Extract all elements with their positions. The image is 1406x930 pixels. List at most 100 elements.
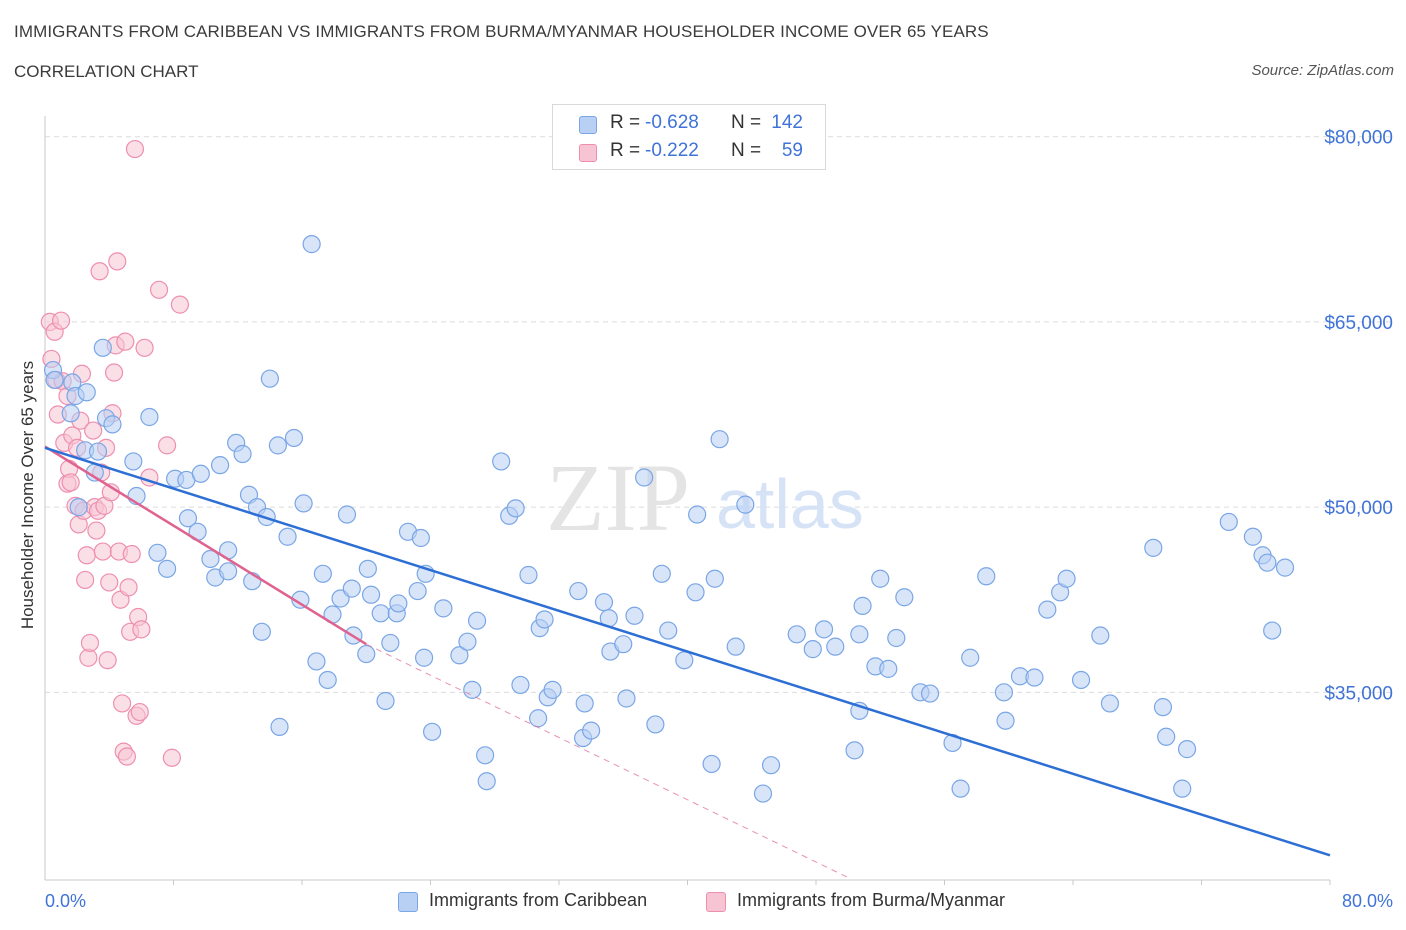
burma-swatch (579, 144, 597, 162)
caribbean-point-95 (659, 621, 678, 640)
caribbean-point-70 (476, 746, 495, 765)
caribbean-point-23 (201, 549, 220, 569)
burma-point-44 (117, 747, 137, 766)
y-tick-label-2: $65,000 (1324, 313, 1393, 334)
caribbean-point-140 (1219, 512, 1238, 532)
burma-point-57 (170, 295, 190, 314)
caribbean-point-51 (357, 644, 376, 664)
caribbean-point-45 (318, 670, 337, 690)
caribbean-point-110 (845, 741, 864, 760)
caribbean-point-84 (575, 694, 594, 713)
caribbean-point-15 (140, 407, 159, 427)
caribbean-point-35 (260, 369, 279, 388)
burma-point-55 (149, 280, 169, 299)
caribbean-point-94 (652, 564, 671, 583)
caribbean-point-117 (887, 628, 906, 648)
caribbean-point-86 (594, 593, 614, 612)
n-value-caribbean: 142 (771, 112, 803, 133)
caribbean-point-20 (178, 509, 198, 528)
caribbean-point-89 (614, 635, 633, 654)
r-value-caribbean: -0.628 (645, 112, 699, 133)
burma-point-22 (80, 633, 100, 653)
caribbean-point-133 (1091, 626, 1110, 645)
caribbean-point-10 (93, 338, 112, 357)
caribbean-point-78 (529, 709, 548, 728)
caribbean-point-92 (635, 468, 654, 487)
caribbean-point-90 (617, 689, 636, 708)
caribbean-point-74 (506, 499, 525, 518)
caribbean-point-128 (1025, 668, 1044, 687)
caribbean-point-1 (45, 370, 64, 390)
caribbean-point-100 (705, 569, 724, 588)
caribbean-point-82 (569, 581, 588, 601)
caribbean-point-27 (219, 562, 238, 581)
burma-point-38 (108, 252, 127, 271)
n-label: N = (731, 140, 762, 161)
caribbean-point-98 (688, 505, 707, 524)
caribbean-point-99 (702, 754, 721, 774)
caribbean-point-38 (278, 527, 297, 546)
y-tick-label-0: $35,000 (1324, 683, 1393, 704)
caribbean-point-9 (88, 442, 108, 461)
caribbean-point-131 (1057, 569, 1076, 588)
caribbean-point-55 (376, 691, 395, 711)
caribbean-point-104 (753, 784, 773, 803)
burma-point-20 (77, 546, 96, 565)
chart-title: IMMIGRANTS FROM CARIBBEAN VS IMMIGRANTS … (14, 22, 989, 41)
caribbean-point-13 (124, 452, 143, 471)
caribbean-point-65 (434, 599, 453, 618)
caribbean-point-66 (450, 646, 469, 665)
caribbean-point-115 (871, 569, 890, 588)
caribbean-point-53 (361, 585, 381, 604)
chart-subtitle: CORRELATION CHART (14, 62, 199, 81)
burma-point-36 (104, 363, 124, 382)
caribbean-point-116 (879, 659, 898, 678)
burma-point-27 (90, 262, 109, 281)
caribbean-point-76 (519, 565, 538, 585)
y-tick-label-3: $80,000 (1324, 128, 1393, 149)
caribbean-point-91 (625, 606, 644, 625)
caribbean-point-43 (307, 652, 326, 671)
caribbean-point-122 (951, 779, 970, 798)
caribbean-point-107 (803, 640, 822, 659)
caribbean-swatch (579, 116, 597, 134)
caribbean-point-101 (710, 430, 729, 449)
n-value-burma: 59 (781, 140, 803, 161)
caribbean-point-81 (543, 680, 562, 699)
burma-point-19 (76, 570, 95, 590)
caribbean-point-36 (268, 436, 288, 455)
burma-trend-line (44, 445, 367, 646)
caribbean-point-125 (994, 683, 1014, 702)
caribbean-point-63 (414, 648, 434, 667)
caribbean-point-102 (726, 637, 745, 656)
caribbean-point-143 (1258, 553, 1277, 572)
caribbean-point-109 (826, 637, 845, 656)
y-tick-label-1: $50,000 (1324, 498, 1393, 519)
caribbean-point-137 (1157, 727, 1176, 746)
caribbean-point-39 (284, 428, 304, 448)
grid-lines (45, 136, 1392, 693)
x-tick-label-max: 80.0% (1342, 891, 1393, 911)
caribbean-point-103 (736, 495, 755, 514)
burma-point-11 (61, 473, 80, 492)
burma-point-47 (122, 544, 141, 564)
caribbean-point-68 (463, 680, 482, 699)
r-value-burma: -0.222 (645, 140, 699, 161)
caribbean-point-144 (1263, 621, 1282, 640)
caribbean-point-124 (977, 567, 996, 586)
caribbean-point-61 (411, 528, 430, 548)
burma-point-56 (162, 748, 181, 767)
burma-point-23 (84, 421, 103, 440)
stats-row-burma: R = -0.222 N = 59 (553, 140, 825, 166)
series-burma-points (40, 139, 190, 767)
burma-point-51 (130, 702, 149, 722)
caribbean-point-75 (511, 675, 530, 695)
caribbean-point-134 (1100, 694, 1120, 713)
burma-point-5 (51, 311, 71, 330)
caribbean-point-64 (423, 722, 442, 741)
trend-lines (44, 445, 1331, 878)
caribbean-point-97 (686, 583, 705, 602)
caribbean-point-58 (389, 594, 408, 613)
caribbean-point-44 (313, 564, 332, 583)
watermark-zip: ZIP (546, 444, 690, 551)
